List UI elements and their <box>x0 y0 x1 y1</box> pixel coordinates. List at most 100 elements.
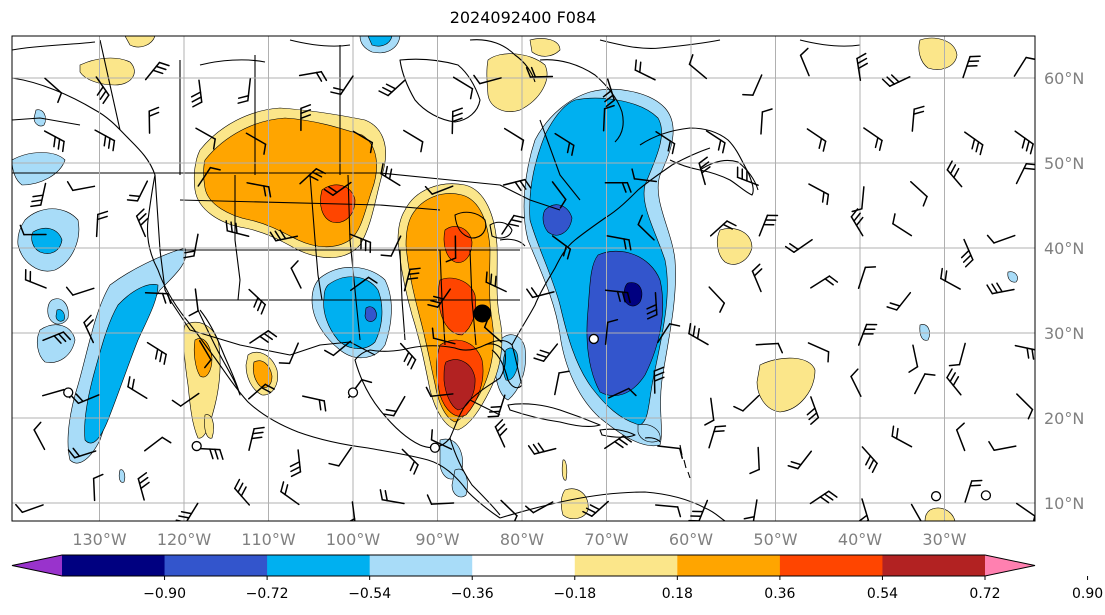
wind-barbs <box>15 47 1035 521</box>
colorbar: −0.90 −0.72 −0.54 −0.36 −0.18 0.18 0.36 0.54 0.7… <box>11 554 1103 602</box>
wind-barb <box>986 234 1016 244</box>
wind-barb <box>525 66 554 78</box>
wind-barb <box>533 343 559 362</box>
wind-barb <box>760 108 773 135</box>
wind-barb <box>92 473 104 502</box>
wind-barb <box>430 429 453 450</box>
wind-barb <box>148 106 160 134</box>
wind-barb <box>908 344 919 373</box>
wind-barb <box>349 276 378 292</box>
wind-barb <box>708 286 726 313</box>
longitude-label: 50°W <box>753 530 797 549</box>
wind-barb <box>383 395 406 417</box>
wind-barb <box>704 397 715 426</box>
wind-barb <box>146 341 167 365</box>
wind-barb <box>646 291 658 320</box>
wind-barb <box>784 238 813 253</box>
wind-barb <box>30 182 47 208</box>
wind-barb <box>425 386 454 398</box>
wind-barb <box>807 342 830 363</box>
wind-barb <box>44 77 63 104</box>
wind-barb <box>863 127 883 151</box>
wind-barb <box>445 235 457 263</box>
latitude-label: 10°N <box>1044 494 1084 513</box>
wind-barb <box>655 504 682 518</box>
calm-circle <box>930 491 942 502</box>
wind-barb <box>749 446 760 475</box>
wind-barb <box>289 449 302 478</box>
wind-barb <box>657 323 681 344</box>
map-area <box>12 36 1035 521</box>
wind-barb <box>525 501 554 514</box>
wind-barb <box>95 210 109 238</box>
wind-barb <box>67 447 97 459</box>
wind-barb <box>15 503 44 514</box>
wind-barb <box>708 425 727 449</box>
wind-barb <box>964 479 983 503</box>
wind-barb <box>698 156 711 186</box>
coastlines-and-borders <box>12 39 861 521</box>
colorbar-extend-low <box>12 555 62 576</box>
wind-barb <box>634 59 656 81</box>
wind-barb <box>850 208 864 237</box>
latitude-label: 20°N <box>1044 409 1084 428</box>
wind-barb <box>323 181 352 196</box>
wind-barb <box>452 76 474 100</box>
wind-barb <box>190 79 203 108</box>
wind-barb <box>1014 344 1035 360</box>
wind-barb <box>955 422 966 452</box>
colorbar-outline <box>11 554 1036 577</box>
wind-barb <box>380 163 401 187</box>
wind-barb <box>380 235 402 257</box>
wind-barb <box>431 327 456 345</box>
negative-anomaly-shading <box>12 36 1018 498</box>
wind-barb <box>910 503 922 521</box>
latitude-label: 30°N <box>1044 324 1084 343</box>
wind-barb <box>500 499 518 521</box>
wind-barb <box>494 418 508 448</box>
wind-barb <box>1014 130 1034 155</box>
wind-barb <box>302 395 327 412</box>
calm-circle <box>429 442 441 453</box>
wind-barb <box>95 76 110 105</box>
wind-barb <box>348 501 356 521</box>
wind-barb <box>861 446 878 473</box>
wind-barb <box>233 478 251 506</box>
wind-barb <box>637 214 655 241</box>
colorbar-tick-label: 0.18 <box>662 586 693 602</box>
wind-barb <box>188 288 199 317</box>
wind-barb <box>248 288 266 315</box>
wind-barb <box>70 393 100 405</box>
colorbar-tick-label: −0.18 <box>553 586 596 602</box>
wind-barb <box>986 282 1015 295</box>
wind-barb <box>197 166 221 187</box>
wind-barb <box>349 233 372 254</box>
wind-barb <box>582 500 609 517</box>
colorbar-tick-label: −0.54 <box>348 586 391 602</box>
colorbar-segment <box>164 555 268 576</box>
wind-barb <box>946 368 962 396</box>
wind-barb <box>246 182 272 198</box>
wind-barb <box>856 52 868 81</box>
latitude-label: 40°N <box>1044 239 1084 258</box>
wind-barb <box>144 436 172 452</box>
longitude-label: 90°W <box>415 530 459 549</box>
colorbar-tick-label: 0.72 <box>969 586 1000 602</box>
wind-barb <box>1016 393 1034 420</box>
calm-circle <box>63 387 74 398</box>
wind-barb <box>473 74 502 85</box>
wind-barb <box>144 291 172 304</box>
wind-barb <box>501 214 525 235</box>
graticule-grid <box>12 36 1035 521</box>
colorbar-tick-label: −0.90 <box>143 586 186 602</box>
colorbar-tick-label: 0.54 <box>867 586 898 602</box>
storm-center-marker <box>473 304 492 323</box>
longitude-label: 60°W <box>669 530 713 549</box>
wind-barb <box>705 130 726 154</box>
wind-barb <box>290 260 302 289</box>
calm-circle <box>588 333 599 345</box>
wind-barb <box>799 47 810 77</box>
wind-barb <box>751 263 763 293</box>
calm-wind-circles <box>63 333 992 502</box>
calm-circle <box>347 387 359 398</box>
